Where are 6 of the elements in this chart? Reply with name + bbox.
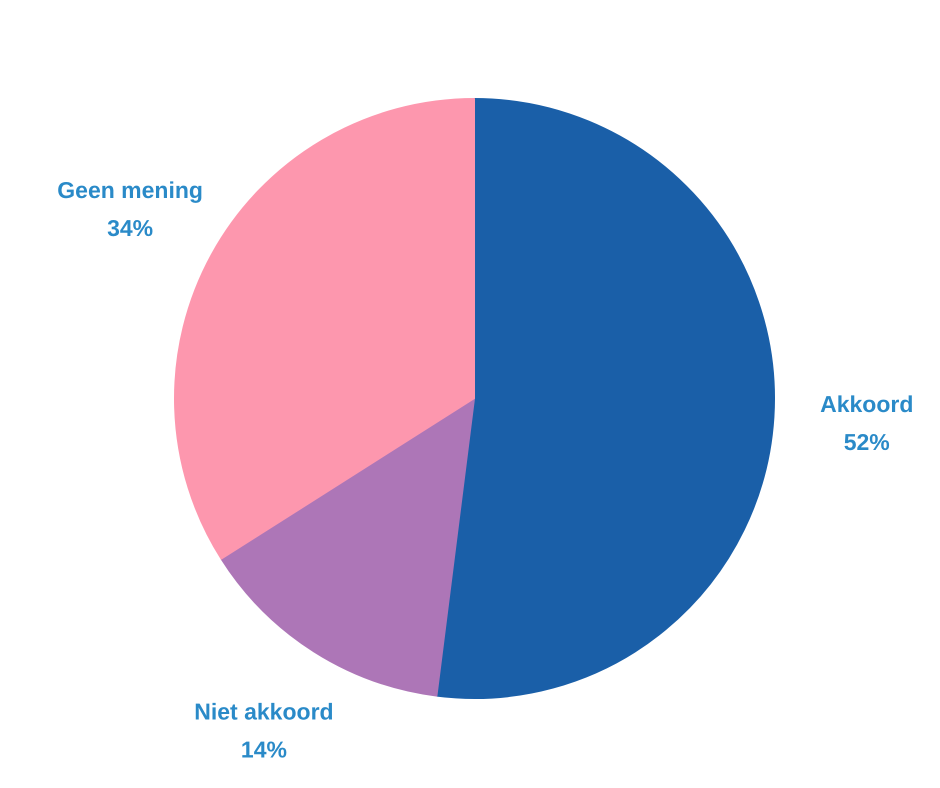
data-label: 14% <box>240 736 287 762</box>
data-label: 52% <box>844 429 890 456</box>
data-label: 34% <box>107 215 154 242</box>
slice-label: Akkoord <box>820 391 914 418</box>
slice-label: Geen mening <box>57 177 203 204</box>
slice-label: Niet akkoord <box>194 698 334 724</box>
